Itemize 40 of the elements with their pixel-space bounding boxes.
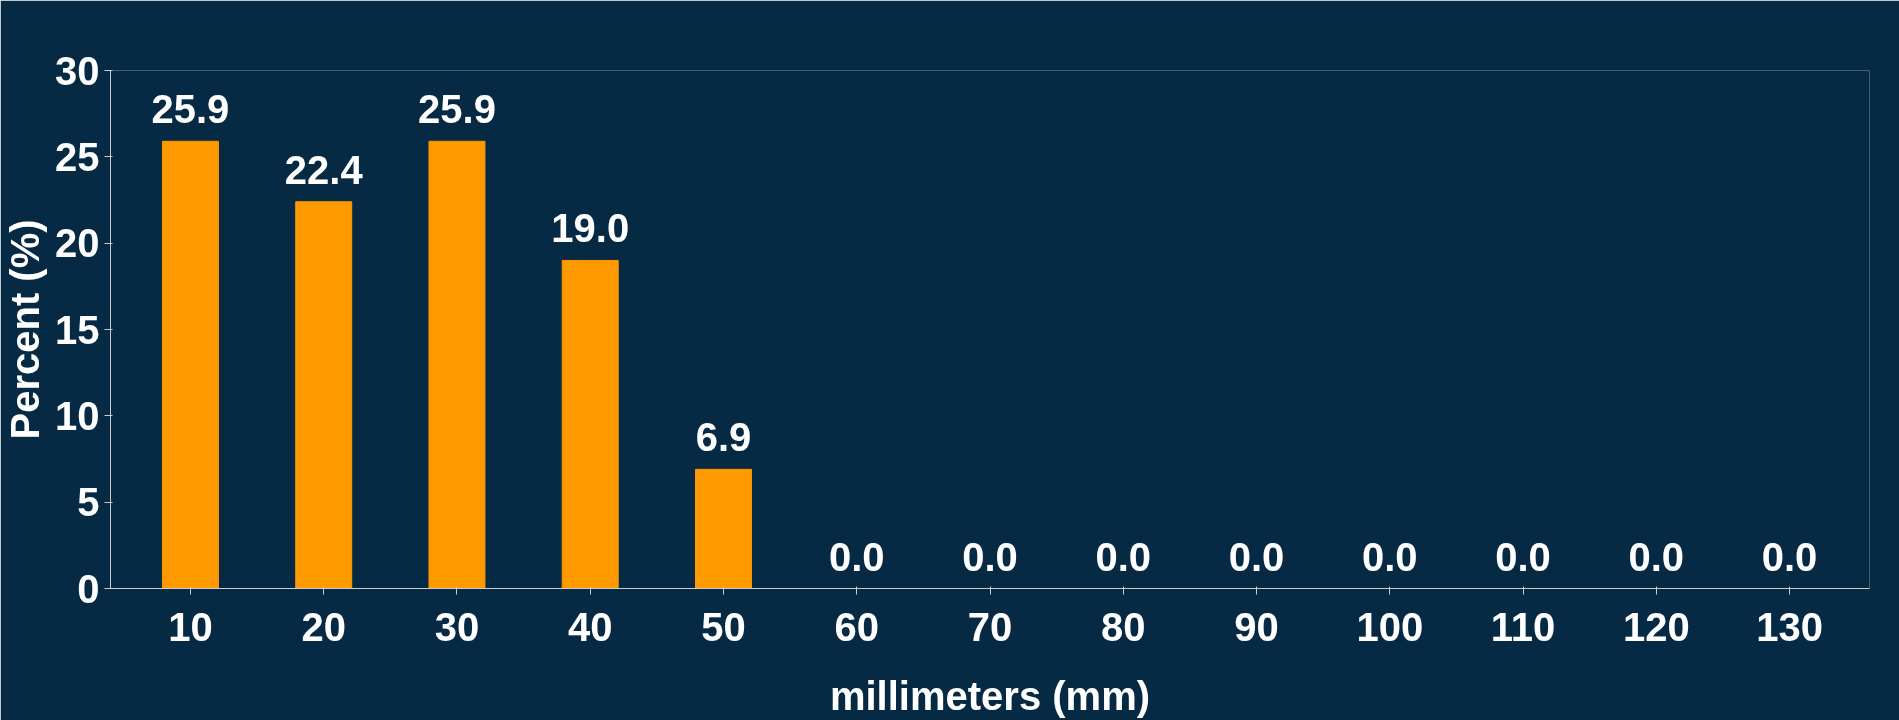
x-tick-label: 30 (434, 604, 480, 649)
data-label: 0.0 (828, 534, 885, 579)
y-tick-label: 25 (55, 134, 100, 179)
data-label: 25.9 (151, 87, 230, 132)
x-tick-label: 40 (567, 604, 613, 649)
data-label: 0.0 (962, 534, 1018, 579)
x-tick-label: 90 (1234, 604, 1279, 649)
data-label: 25.9 (418, 87, 496, 132)
y-axis-title: Percent (%) (3, 219, 48, 440)
x-tick-label: 120 (1622, 604, 1690, 649)
y-tick-label: 20 (55, 221, 100, 266)
x-tick-label: 20 (301, 604, 346, 649)
data-label: 0.0 (1095, 534, 1152, 579)
x-tick-label: 80 (1101, 604, 1146, 649)
data-label: 0.0 (1228, 534, 1285, 579)
x-tick-label: 50 (701, 604, 746, 649)
bar (561, 259, 619, 589)
y-tick-label: 5 (77, 480, 100, 525)
bar (161, 140, 219, 589)
x-tick-label: 130 (1756, 604, 1823, 649)
x-tick-label: 110 (1490, 604, 1556, 649)
y-tick-label: 0 (77, 566, 100, 611)
x-tick-label: 100 (1356, 604, 1424, 649)
bar (695, 468, 752, 589)
x-tick-label: 60 (834, 604, 879, 649)
x-tick-label: 70 (967, 604, 1013, 649)
y-tick-label: 30 (55, 48, 100, 93)
data-label: 0.0 (1495, 534, 1551, 579)
x-axis-title: millimeters (mm) (829, 673, 1151, 718)
bar (295, 201, 353, 589)
data-label: 0.0 (1761, 534, 1818, 579)
y-tick-label: 15 (55, 307, 100, 352)
y-tick-label: 10 (55, 393, 100, 438)
data-label: 22.4 (284, 147, 364, 192)
x-tick-label: 10 (168, 604, 213, 649)
data-label: 0.0 (1628, 534, 1685, 579)
bar (428, 140, 486, 589)
data-label: 0.0 (1361, 534, 1418, 579)
data-label: 19.0 (551, 206, 630, 251)
data-label: 6.9 (695, 415, 752, 460)
